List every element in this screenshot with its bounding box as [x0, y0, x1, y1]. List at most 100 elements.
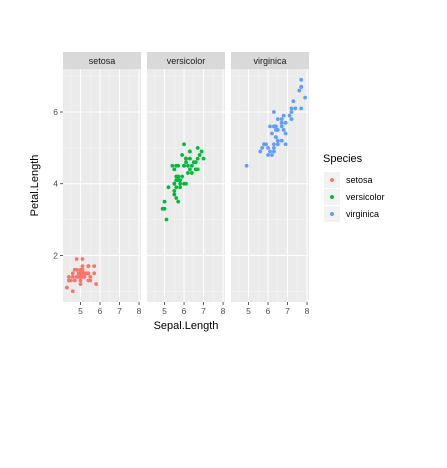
data-point-setosa	[86, 264, 91, 269]
data-point-setosa	[70, 275, 75, 279]
data-point-virginica	[279, 138, 284, 143]
data-point-virginica	[289, 117, 294, 122]
data-point-virginica	[268, 124, 272, 129]
facet-strip-label: virginica	[253, 56, 286, 66]
data-point-virginica	[275, 138, 280, 143]
data-point-virginica	[303, 95, 307, 100]
data-point-setosa	[66, 275, 71, 279]
data-point-versicolor	[172, 192, 177, 197]
data-point-setosa	[80, 271, 85, 276]
x-tick-label: 5	[162, 306, 167, 316]
x-tick-label: 6	[266, 306, 271, 316]
y-tick-label: 2	[53, 250, 58, 260]
data-point-virginica	[279, 117, 284, 122]
data-point-virginica	[272, 110, 276, 114]
data-point-setosa	[92, 264, 97, 269]
data-point-versicolor	[193, 160, 198, 165]
legend-key-versicolor	[330, 195, 334, 199]
data-point-versicolor	[174, 185, 179, 190]
data-point-virginica	[299, 77, 304, 82]
data-point-setosa	[78, 282, 83, 286]
data-point-setosa	[84, 271, 89, 276]
data-point-setosa	[66, 278, 71, 283]
data-point-setosa	[88, 278, 93, 283]
data-point-virginica	[279, 124, 284, 129]
data-point-virginica	[289, 106, 294, 111]
data-point-setosa	[80, 267, 85, 272]
data-point-virginica	[273, 128, 278, 132]
data-point-versicolor	[174, 163, 179, 168]
data-point-virginica	[270, 153, 274, 157]
data-point-setosa	[92, 271, 97, 276]
data-point-setosa	[70, 271, 75, 276]
data-point-setosa	[76, 271, 81, 276]
legend-label: versicolor	[346, 192, 385, 202]
data-point-versicolor	[189, 171, 194, 175]
data-point-setosa	[65, 285, 69, 290]
data-point-versicolor	[178, 185, 183, 190]
data-point-versicolor	[189, 163, 194, 168]
facet-strip-label: versicolor	[167, 56, 206, 66]
legend-label: virginica	[346, 209, 379, 219]
data-point-virginica	[244, 163, 249, 168]
data-point-versicolor	[197, 153, 202, 157]
data-point-versicolor	[182, 142, 186, 147]
data-point-virginica	[289, 110, 294, 114]
legend-key-virginica	[330, 212, 334, 216]
x-tick-label: 5	[246, 306, 251, 316]
data-point-virginica	[270, 131, 274, 136]
data-point-setosa	[78, 275, 83, 279]
data-point-virginica	[281, 113, 286, 118]
facet-strip-versicolor	[147, 52, 225, 69]
data-point-virginica	[283, 131, 288, 136]
data-point-virginica	[281, 128, 286, 132]
data-point-virginica	[299, 85, 304, 89]
x-tick-label: 6	[182, 306, 187, 316]
panel-background	[63, 69, 141, 302]
y-tick-label: 4	[53, 179, 58, 189]
x-tick-label: 5	[78, 306, 83, 316]
data-point-versicolor	[188, 149, 192, 154]
data-point-virginica	[291, 99, 296, 104]
x-tick-label: 6	[98, 306, 103, 316]
data-point-virginica	[260, 145, 265, 150]
data-point-virginica	[299, 106, 304, 111]
x-tick-label: 7	[117, 306, 122, 316]
data-point-virginica	[272, 124, 276, 129]
data-point-virginica	[273, 135, 278, 140]
data-point-virginica	[258, 149, 263, 154]
x-tick-label: 7	[285, 306, 290, 316]
data-point-versicolor	[201, 156, 206, 161]
data-point-setosa	[70, 289, 75, 294]
data-point-versicolor	[188, 156, 192, 161]
data-point-setosa	[74, 267, 79, 272]
data-point-versicolor	[188, 167, 192, 172]
x-tick-label: 8	[221, 306, 226, 316]
data-point-versicolor	[178, 181, 183, 186]
y-tick-label: 6	[53, 107, 58, 117]
data-point-versicolor	[172, 181, 177, 186]
data-point-versicolor	[193, 167, 198, 172]
data-point-versicolor	[199, 149, 204, 154]
legend-label: setosa	[346, 175, 373, 185]
data-point-virginica	[279, 120, 284, 125]
data-point-versicolor	[184, 156, 188, 161]
y-axis-title: Petal.Length	[29, 155, 41, 217]
data-point-versicolor	[186, 171, 190, 175]
data-point-virginica	[272, 145, 276, 150]
facet-strip-label: setosa	[89, 56, 116, 66]
data-point-versicolor	[172, 167, 177, 172]
data-point-versicolor	[172, 188, 177, 193]
data-point-setosa	[78, 278, 83, 283]
data-point-versicolor	[170, 163, 175, 168]
data-point-versicolor	[182, 163, 186, 168]
data-point-versicolor	[195, 156, 200, 161]
data-point-setosa	[74, 275, 79, 279]
data-point-virginica	[283, 120, 288, 125]
legend-title: Species	[323, 153, 363, 165]
data-point-virginica	[272, 149, 276, 154]
data-point-setosa	[74, 257, 79, 261]
data-point-virginica	[275, 142, 280, 147]
data-point-virginica	[264, 142, 268, 147]
